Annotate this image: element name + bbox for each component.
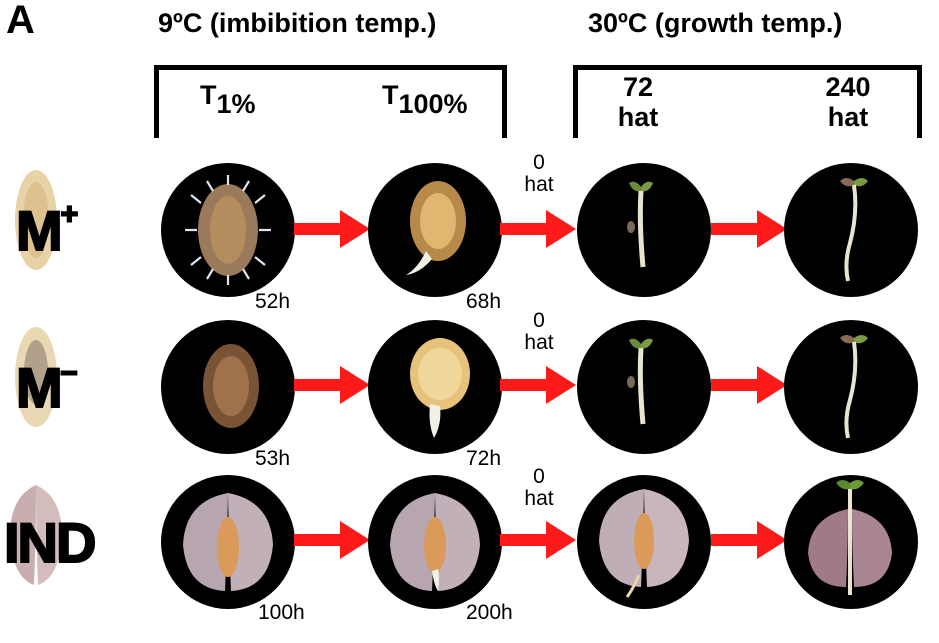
seed-image-m-plus-t100 bbox=[368, 163, 502, 297]
seed-image-m-plus-t1 bbox=[161, 163, 295, 297]
time-label-ind-t100: 200h bbox=[466, 601, 513, 624]
time-label-m-plus-t100: 68h bbox=[466, 290, 502, 313]
seedling-image-m-minus-240h bbox=[784, 320, 918, 454]
arrow-right bbox=[711, 210, 787, 248]
row-label-m-plus: M+ bbox=[15, 197, 79, 263]
t1-label: T1% bbox=[200, 80, 256, 119]
hat240-label: 240 hat bbox=[825, 72, 871, 132]
arrow-right bbox=[294, 366, 370, 404]
time-label-m-minus-t100: 72h bbox=[466, 447, 502, 470]
time-label-ind-t1: 100h bbox=[258, 601, 305, 624]
seed-image-m-minus-t1 bbox=[161, 320, 295, 454]
seed-image-ind-t1 bbox=[161, 475, 295, 609]
seedling-image-m-plus-72h bbox=[577, 163, 711, 297]
zero-hat-label: 0 hat bbox=[524, 309, 554, 354]
seed-thumbnail-m-minus bbox=[12, 322, 60, 432]
growth-bracket bbox=[573, 65, 922, 138]
seedling-image-m-minus-72h bbox=[577, 320, 711, 454]
arrow-right bbox=[294, 210, 370, 248]
imbibition-bracket bbox=[154, 65, 507, 138]
arrow-right bbox=[500, 366, 576, 404]
arrow-right bbox=[500, 210, 576, 248]
seed-image-m-minus-t100 bbox=[368, 320, 502, 454]
seedling-image-ind-240h bbox=[784, 475, 918, 609]
seedling-image-m-plus-240h bbox=[784, 163, 918, 297]
seed-image-ind-t100 bbox=[368, 475, 502, 609]
time-label-m-plus-t1: 52h bbox=[255, 290, 291, 313]
zero-hat-label: 0 hat bbox=[524, 151, 554, 196]
row-label-ind: IND bbox=[3, 510, 97, 575]
t100-label: T100% bbox=[382, 80, 468, 119]
growth-heading: 30ºC (growth temp.) bbox=[588, 8, 843, 38]
arrow-right bbox=[500, 521, 576, 559]
seed-thumbnail-ind bbox=[6, 477, 66, 589]
panel-label: A bbox=[6, 0, 35, 42]
arrow-right bbox=[711, 366, 787, 404]
imbibition-heading: 9ºC (imbibition temp.) bbox=[158, 8, 437, 38]
zero-hat-label: 0 hat bbox=[524, 465, 554, 510]
hat72-label: 72 hat bbox=[617, 72, 659, 132]
seed-thumbnail-m-plus bbox=[12, 165, 60, 275]
seedling-image-ind-72h bbox=[577, 475, 711, 609]
row-label-m-minus: M– bbox=[15, 354, 78, 420]
time-label-m-minus-t1: 53h bbox=[255, 447, 291, 470]
arrow-right bbox=[294, 521, 370, 559]
arrow-right bbox=[711, 521, 787, 559]
